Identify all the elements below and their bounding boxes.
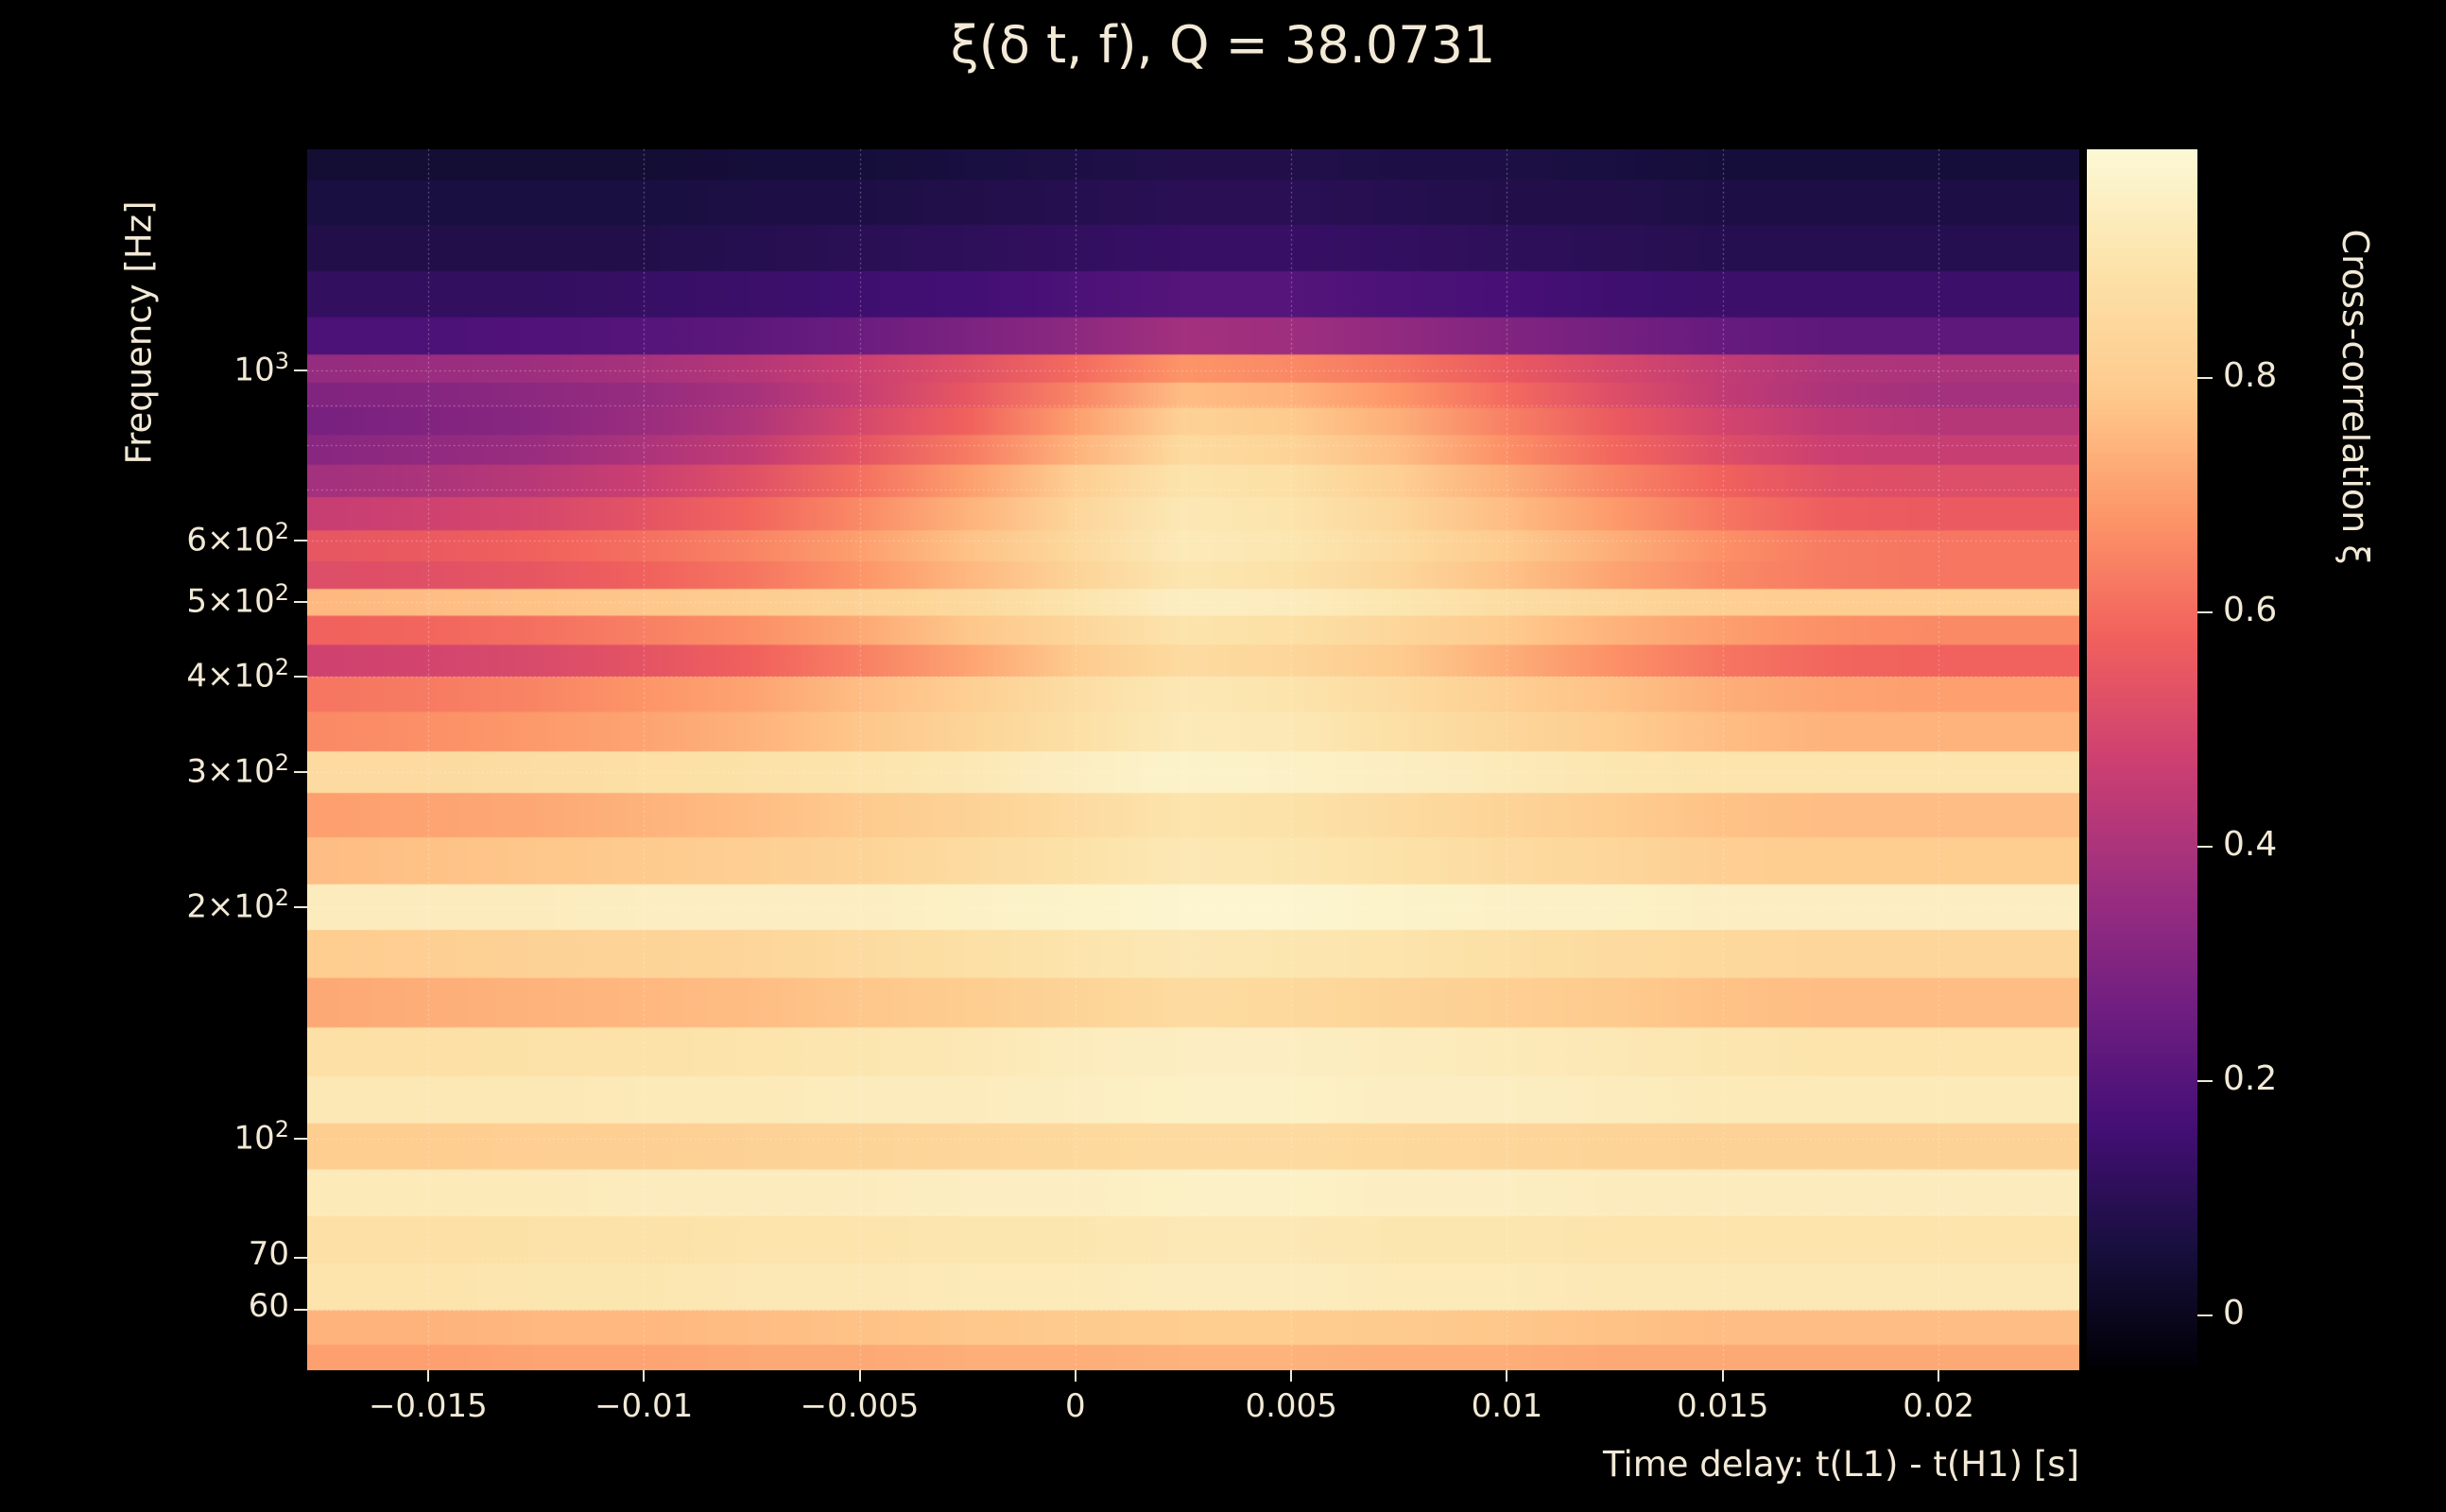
y-tick-label: 4×102 (186, 653, 289, 695)
colorbar-canvas (2087, 149, 2197, 1370)
y-tick-mark (294, 1257, 307, 1260)
x-tick-mark (1938, 1370, 1940, 1382)
plot-title: ξ(δ t, f), Q = 38.0731 (950, 15, 1496, 75)
y-tick-label: 2×102 (186, 885, 289, 926)
x-tick-mark (858, 1370, 861, 1382)
y-tick-label: 3×102 (186, 749, 289, 791)
x-tick-label: −0.015 (368, 1387, 488, 1425)
y-tick-label: 5×102 (186, 578, 289, 621)
x-tick-label: −0.005 (800, 1387, 920, 1425)
x-axis-label: Time delay: t(L1) - t(H1) [s] (1603, 1444, 2079, 1485)
y-tick-label: 103 (233, 348, 289, 389)
y-axis-label: Frequency [Hz] (118, 200, 160, 465)
y-tick-label: 102 (233, 1116, 289, 1158)
colorbar-tick-label: 0.2 (2223, 1058, 2278, 1098)
y-tick-label: 60 (248, 1286, 289, 1325)
y-tick-mark (294, 600, 307, 603)
x-tick-mark (1721, 1370, 1724, 1382)
colorbar-tick-mark (2197, 1314, 2213, 1316)
x-tick-label: 0.015 (1677, 1387, 1769, 1425)
y-tick-mark (294, 771, 307, 774)
colorbar-tick-label: 0.4 (2223, 824, 2278, 864)
x-tick-mark (1074, 1370, 1077, 1382)
x-tick-label: 0.01 (1471, 1387, 1543, 1425)
x-tick-label: −0.01 (594, 1387, 694, 1425)
y-tick-label: 70 (248, 1235, 289, 1274)
colorbar-tick-label: 0.8 (2223, 355, 2278, 395)
y-tick-mark (294, 1138, 307, 1141)
colorbar-tick-mark (2197, 376, 2213, 379)
colorbar-tick-mark (2197, 1079, 2213, 1082)
y-tick-mark (294, 675, 307, 678)
y-tick-mark (294, 906, 307, 909)
x-tick-label: 0.02 (1903, 1387, 1974, 1425)
x-tick-label: 0.005 (1245, 1387, 1337, 1425)
colorbar-tick-mark (2197, 845, 2213, 848)
y-tick-mark (294, 540, 307, 542)
colorbar-label: Cross-correlation ξ (2334, 229, 2376, 565)
y-tick-label: 6×102 (186, 518, 289, 559)
x-tick-mark (1506, 1370, 1508, 1382)
x-tick-label: 0 (1065, 1387, 1086, 1425)
x-tick-mark (1290, 1370, 1293, 1382)
colorbar-tick-label: 0 (2223, 1293, 2245, 1332)
x-tick-mark (643, 1370, 646, 1382)
colorbar-tick-mark (2197, 610, 2213, 613)
heatmap-canvas (307, 149, 2079, 1370)
y-tick-mark (294, 369, 307, 372)
x-tick-mark (426, 1370, 429, 1382)
colorbar-tick-label: 0.6 (2223, 590, 2278, 629)
y-tick-mark (294, 1308, 307, 1311)
